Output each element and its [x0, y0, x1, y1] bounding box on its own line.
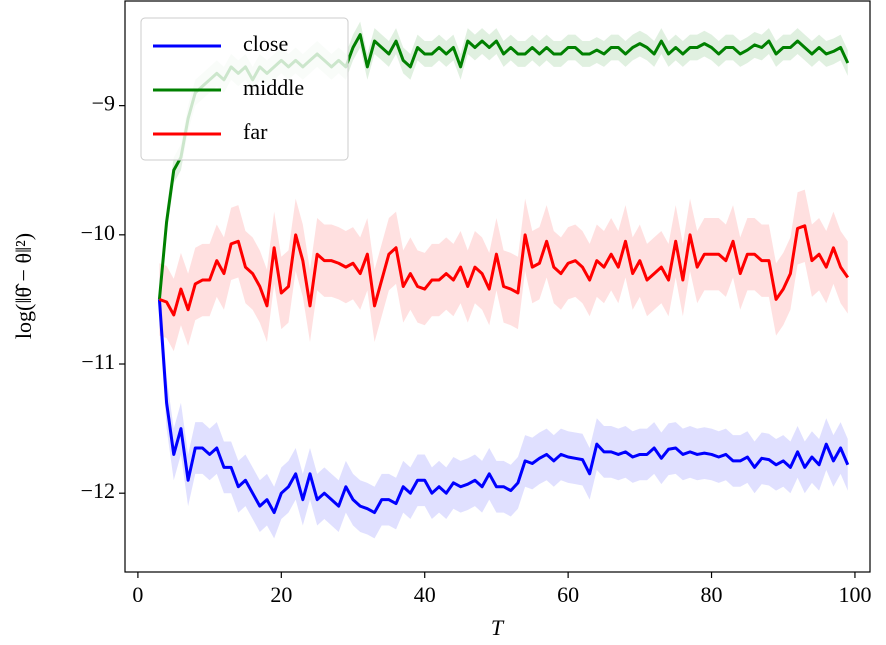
x-tick-label: 0 [132, 582, 143, 607]
plot-frame [124, 0, 871, 573]
legend-label: middle [243, 75, 304, 100]
legend-label: far [243, 119, 268, 144]
y-tick-label: −12 [81, 478, 115, 503]
legend-box [140, 17, 349, 161]
x-axis-label: T [491, 615, 505, 640]
error-band [159, 273, 848, 539]
line [157, 299, 850, 515]
y-tick-label: −9 [92, 91, 115, 116]
y-axis-label: log(‖θ̂ − θ‖²) [11, 233, 36, 339]
legend-label: close [243, 31, 288, 56]
x-tick-label: 100 [838, 582, 871, 607]
y-tick-label: −10 [81, 220, 115, 245]
x-tick-label: 80 [701, 582, 723, 607]
x-tick-label: 40 [414, 582, 436, 607]
y-tick-label: −11 [81, 349, 115, 374]
x-tick-label: 60 [557, 582, 579, 607]
line [158, 224, 850, 317]
x-tick-label: 20 [270, 582, 292, 607]
error-band [159, 189, 848, 352]
